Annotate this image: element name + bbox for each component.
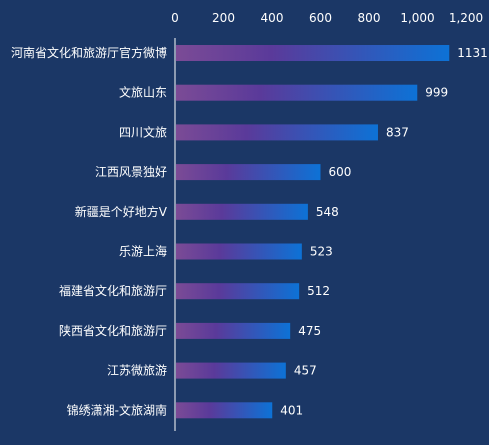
category-label: 四川文旅 [119,124,167,139]
category-label: 江西风景独好 [95,165,167,179]
bar [176,402,273,419]
bar [176,283,300,300]
category-label: 江苏微旅游 [107,364,167,378]
bars-layer [176,45,450,419]
x-tick-label: 800 [358,11,381,25]
bar [176,203,308,220]
x-tick-label: 200 [212,11,235,25]
bar [176,243,302,260]
category-label: 文旅山东 [119,85,167,100]
bar [176,84,418,101]
category-label: 新疆是个好地方V [75,204,168,219]
value-label: 548 [316,205,339,219]
bar [176,362,286,379]
category-label: 河南省文化和旅游厅官方微博 [11,45,167,60]
category-label: 福建省文化和旅游厅 [59,283,167,298]
category-label: 乐游上海 [119,244,167,259]
bar [176,124,378,141]
value-label: 999 [425,86,448,100]
value-label: 523 [310,245,333,259]
category-label: 陕西省文化和旅游厅 [59,323,167,338]
bar [176,322,291,339]
value-label: 512 [307,284,330,298]
value-label: 475 [298,324,321,338]
x-tick-label: 0 [171,11,179,25]
category-label: 锦绣潇湘-文旅湖南 [67,402,167,417]
x-tick-label: 1,200 [449,11,483,25]
value-label: 600 [329,165,352,179]
bar [176,164,321,181]
value-label: 457 [294,364,317,378]
value-label: 401 [280,403,303,417]
x-tick-label: 400 [261,11,284,25]
x-axis-ticks: 0 200 400 600 800 1,000 1,200 [171,11,483,25]
bar [176,45,450,61]
x-tick-label: 1,000 [400,11,434,25]
value-labels: 1131 999 837 600 548 523 512 475 457 401 [280,46,488,417]
x-tick-label: 600 [309,11,332,25]
value-label: 837 [386,125,409,139]
value-label: 1131 [457,46,488,60]
